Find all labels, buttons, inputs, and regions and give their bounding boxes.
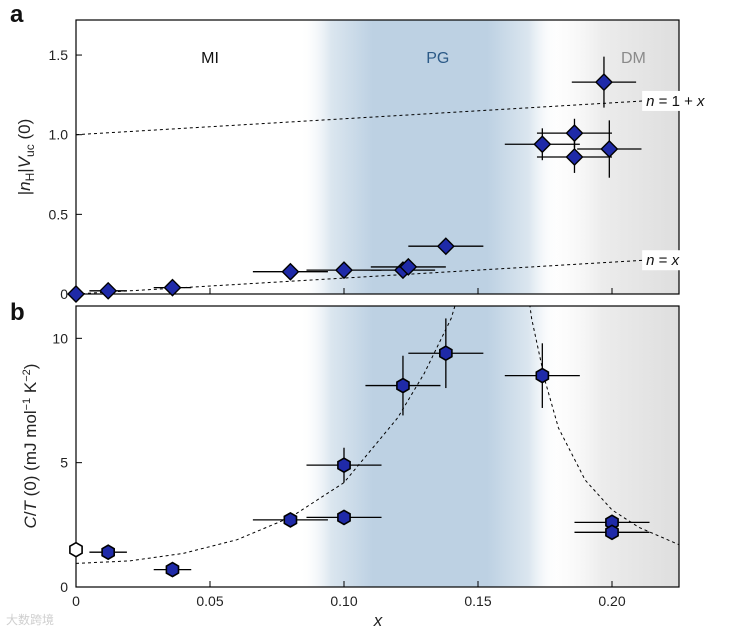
diamond-marker xyxy=(281,262,300,281)
panel-b-dm-band xyxy=(540,306,679,587)
panel-b-frame xyxy=(75,305,680,588)
x-tick-label: 0.20 xyxy=(598,593,625,609)
diamond-marker xyxy=(67,285,85,303)
panel-b-data-point xyxy=(69,541,83,558)
line-label-background xyxy=(642,90,719,111)
panel-b-pg-band xyxy=(300,306,560,587)
panel-a-data-point xyxy=(252,262,328,281)
panel-b-y-tick-label: 10 xyxy=(52,330,68,346)
x-axis-label: x xyxy=(373,611,383,630)
panel-a-y-tick-label: 1.5 xyxy=(49,47,69,63)
hexagon-marker xyxy=(165,561,180,578)
x-tick-label: 0 xyxy=(72,593,80,609)
panel-a-data-point xyxy=(536,118,612,148)
panel-b-data-point xyxy=(252,511,328,528)
hexagon-marker xyxy=(101,544,115,561)
line-label-background xyxy=(642,250,697,271)
panel-b-data-point xyxy=(504,343,580,408)
panel-b-y-axis-label: C/T (0) (mJ mol−1 K−2) xyxy=(21,364,40,529)
open-hexagon-marker xyxy=(69,541,83,558)
panel-b-data-point xyxy=(153,561,192,578)
panel-b-data-point xyxy=(365,355,441,416)
panel-b-y-tick-label: 0 xyxy=(60,579,68,595)
panel-b-data-point xyxy=(408,318,484,389)
hexagon-marker xyxy=(605,524,619,541)
x-tick-label: 0.05 xyxy=(196,593,223,609)
hexagon-marker xyxy=(396,377,410,394)
hexagon-marker xyxy=(535,367,550,384)
watermark: 大数跨境 xyxy=(6,612,54,627)
panel-a-data-point xyxy=(89,281,127,300)
hexagon-marker xyxy=(438,345,453,362)
panel-b: 0 5 10 0 0.05 0.10 0.15 0.20 b C/T (0) (mJ mol−… xyxy=(10,299,680,630)
line-n-equals-1-plus-x xyxy=(76,100,645,136)
panel-a-data-point xyxy=(577,120,642,178)
panel-a-pg-band xyxy=(300,20,560,294)
hexagon-marker xyxy=(283,511,298,528)
panel-a-data-point xyxy=(67,285,85,303)
region-label-mi: MI xyxy=(201,50,219,67)
panel-a-data-point xyxy=(153,278,192,297)
region-label-pg: PG xyxy=(426,50,449,67)
panel-b-letter: b xyxy=(10,299,25,326)
diamond-marker xyxy=(594,73,613,92)
panel-a-data-point xyxy=(370,257,446,276)
panel-b-y-tick-label: 5 xyxy=(60,455,68,471)
fit-curve-right xyxy=(529,306,679,546)
panel-a-frame xyxy=(75,19,680,295)
panel-a-data-point xyxy=(306,261,382,280)
region-label-dm: DM xyxy=(621,50,646,67)
diamond-marker xyxy=(436,237,455,256)
diamond-marker xyxy=(533,135,552,154)
panel-a-data-point xyxy=(571,56,637,108)
panel-a-y-axis-label: |nH|Vuc (0) xyxy=(15,119,37,196)
panel-a-data-point xyxy=(408,237,484,256)
diamond-marker xyxy=(565,148,584,166)
panel-a: 0 0.5 1.0 1.5 MI PG DM n = 1 + x n = x a |nH|V… xyxy=(10,1,719,303)
panel-a-data-point xyxy=(504,128,580,161)
x-tick-label: 0.15 xyxy=(464,593,491,609)
panel-a-letter: a xyxy=(10,1,24,28)
diamond-marker xyxy=(600,140,619,159)
panel-a-y-tick-label: 1.0 xyxy=(49,127,69,143)
label-n-equals-x: n = x xyxy=(646,252,679,269)
panel-b-data-point xyxy=(574,524,650,541)
hexagon-marker xyxy=(337,457,351,474)
panel-b-data-point xyxy=(306,447,382,483)
diamond-marker xyxy=(99,281,118,300)
line-n-equals-x xyxy=(76,259,645,294)
x-tick-label: 0.10 xyxy=(330,593,357,609)
diamond-marker xyxy=(163,278,182,297)
panel-a-data-point xyxy=(536,141,612,173)
hexagon-marker xyxy=(337,509,351,526)
panel-a-y-tick-label: 0.5 xyxy=(49,206,69,222)
panel-b-data-point xyxy=(306,509,382,526)
diamond-marker xyxy=(399,257,418,276)
panel-b-data-point xyxy=(89,544,127,561)
diamond-marker xyxy=(335,261,353,280)
label-n-equals-1-plus-x: n = 1 + x xyxy=(646,93,705,110)
panel-a-y-tick-label: 0 xyxy=(60,286,68,302)
